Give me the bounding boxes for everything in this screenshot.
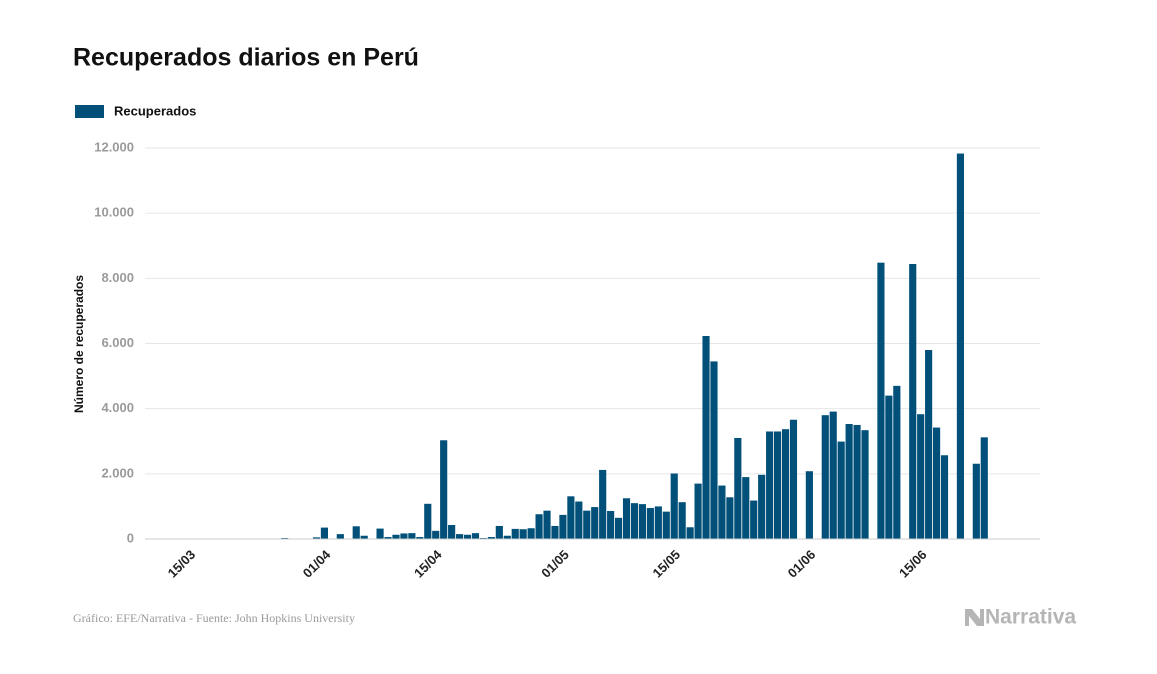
- bar: [781, 429, 790, 539]
- bar: [559, 514, 567, 539]
- bar: [917, 414, 925, 539]
- bar: [376, 528, 384, 539]
- legend-swatch: [75, 105, 104, 118]
- chart-title: Recuperados diarios en Perú: [73, 44, 419, 72]
- bar: [980, 437, 988, 539]
- bar: [940, 455, 949, 539]
- bar: [511, 528, 519, 539]
- bar: [925, 350, 933, 539]
- bar: [352, 526, 360, 539]
- bar: [527, 528, 535, 539]
- y-tick-label: 10.000: [94, 205, 134, 220]
- bar: [742, 477, 750, 539]
- bar: [384, 537, 392, 539]
- bar: [463, 534, 472, 539]
- bar: [471, 533, 480, 539]
- bar: [646, 508, 654, 539]
- y-tick-label: 8.000: [101, 270, 134, 285]
- bar: [861, 430, 869, 539]
- y-axis-label: Número de recuperados: [72, 275, 86, 413]
- logo-icon: [965, 609, 984, 626]
- bar: [622, 498, 631, 539]
- bar: [694, 483, 702, 539]
- y-tick-label: 4.000: [101, 400, 134, 415]
- bar: [487, 537, 495, 539]
- bar: [750, 500, 758, 539]
- bar: [885, 395, 893, 539]
- bar: [567, 496, 575, 539]
- y-tick-label: 6.000: [101, 335, 134, 350]
- bar: [956, 153, 964, 539]
- legend-label: Recuperados: [114, 103, 196, 118]
- brand-logo: Narrativa: [965, 606, 1076, 629]
- bar: [591, 507, 599, 539]
- bar: [909, 263, 917, 539]
- bar: [543, 510, 551, 539]
- bar: [551, 525, 559, 539]
- bar: [837, 441, 845, 539]
- bar: [495, 525, 503, 539]
- bar: [686, 527, 694, 539]
- bar: [599, 469, 607, 539]
- bar: [766, 431, 774, 539]
- bar: [535, 514, 543, 539]
- bar: [758, 474, 766, 539]
- bar: [519, 529, 527, 539]
- brand-name: Narrativa: [985, 606, 1076, 629]
- bar: [630, 503, 639, 539]
- bar: [678, 502, 686, 539]
- bar: [893, 385, 901, 539]
- bar: [448, 524, 456, 539]
- x-tick-label: 15/05: [650, 547, 684, 581]
- bar: [638, 504, 646, 539]
- bar: [360, 535, 368, 539]
- bar: [774, 431, 782, 539]
- y-tick-label: 2.000: [101, 465, 134, 480]
- bar: [654, 506, 662, 539]
- x-tick-label: 15/03: [165, 547, 199, 581]
- bar: [503, 535, 511, 539]
- bar: [416, 537, 424, 539]
- bar: [853, 424, 861, 539]
- bar: [702, 336, 710, 539]
- bar: [933, 427, 941, 539]
- bar: [615, 517, 623, 539]
- bar: [424, 503, 432, 539]
- bar: [789, 419, 798, 539]
- bar: [392, 534, 400, 539]
- bar: [607, 510, 615, 539]
- bar: [845, 423, 853, 539]
- bar: [877, 262, 885, 539]
- x-tick-label: 01/06: [785, 547, 819, 581]
- bar: [829, 411, 837, 539]
- x-tick-label: 15/04: [411, 546, 445, 580]
- bar: [726, 497, 734, 539]
- bar: [710, 361, 718, 539]
- bar: [718, 485, 726, 539]
- bar: [662, 511, 670, 539]
- x-tick-label: 15/06: [896, 547, 930, 581]
- bar: [408, 533, 416, 539]
- bar: [336, 534, 344, 539]
- bar: [821, 415, 829, 539]
- bar: [575, 501, 583, 539]
- bar: [670, 473, 678, 539]
- bar: [312, 537, 321, 539]
- source: Gráfico: EFE/Narrativa - Fuente: John Ho…: [73, 611, 355, 625]
- bar: [400, 533, 408, 539]
- x-tick-label: 01/05: [538, 547, 572, 581]
- bar: [456, 534, 464, 539]
- y-tick-label: 12.000: [94, 139, 134, 154]
- y-tick-label: 0: [127, 530, 134, 545]
- bar: [432, 530, 440, 539]
- bar: [440, 440, 448, 539]
- bar: [734, 437, 742, 539]
- bar: [805, 471, 813, 539]
- x-tick-label: 01/04: [300, 546, 334, 580]
- bar: [583, 510, 591, 539]
- bar: [972, 463, 980, 539]
- bar: [320, 527, 328, 539]
